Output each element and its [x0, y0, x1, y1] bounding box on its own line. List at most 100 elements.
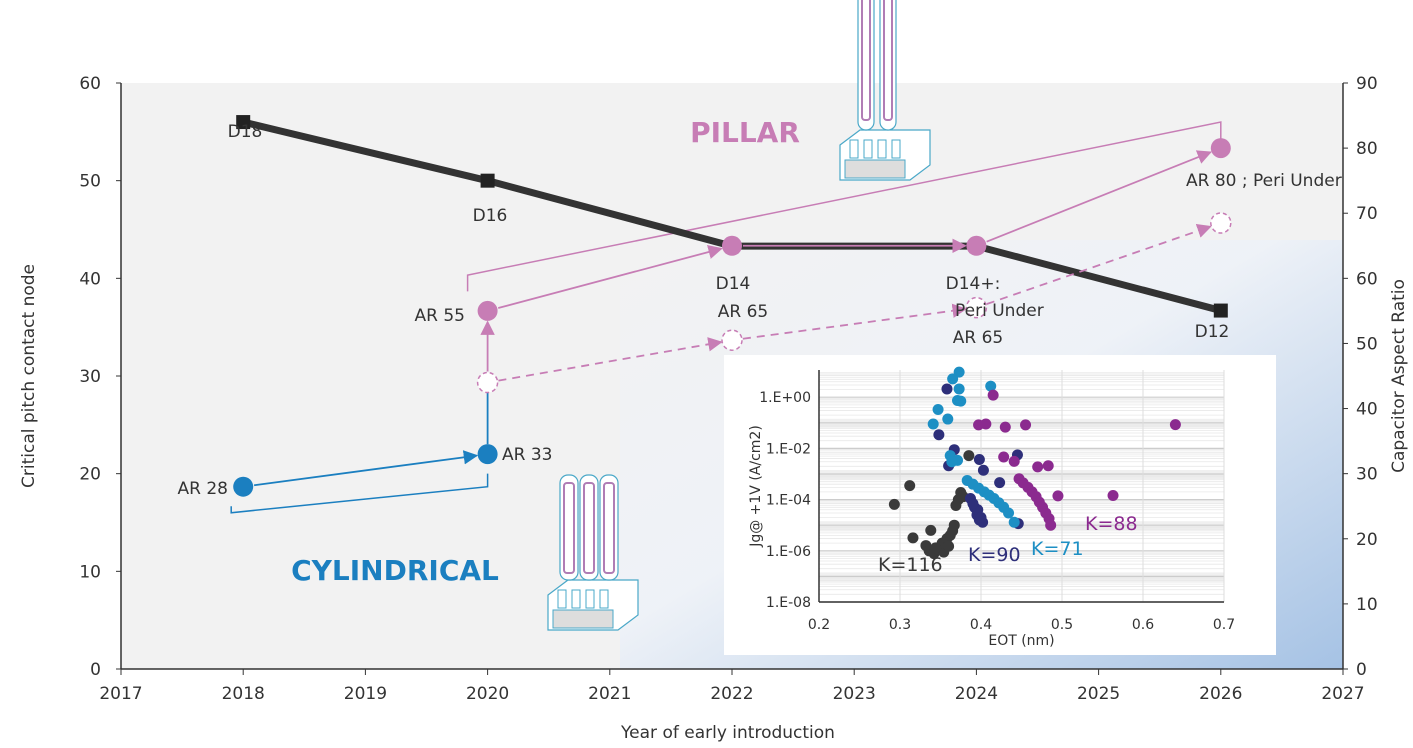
- y-tick-label-right: 90: [1356, 74, 1378, 94]
- inset-point: [953, 383, 965, 395]
- inset-x-tick-label: 0.5: [1051, 617, 1073, 633]
- x-tick-label: 2018: [222, 684, 265, 704]
- inset-x-tick-label: 0.2: [808, 617, 830, 633]
- cylindrical-capacitor-icon: [547, 474, 639, 631]
- inset-x-tick-label: 0.4: [970, 617, 992, 633]
- inset-point: [998, 451, 1010, 463]
- inset-point: [967, 498, 979, 510]
- inset-series-label: K=71: [1031, 538, 1084, 560]
- inset-series-label: K=88: [1085, 513, 1138, 535]
- inset-y-tick-label: 1.E-08: [766, 595, 811, 611]
- cylindrical-point: [233, 476, 254, 497]
- inset-point: [941, 383, 953, 395]
- inset-y-tick-label: 1.E-06: [766, 544, 811, 560]
- inset-point: [1042, 460, 1054, 472]
- ar-label: AR 80 ; Peri Under: [1186, 171, 1342, 191]
- inset-point: [927, 418, 939, 430]
- inset-y-tick-label: 1.E-04: [766, 493, 811, 509]
- y-tick-label-right: 60: [1356, 269, 1378, 289]
- inset-series-label: K=116: [878, 554, 943, 576]
- y-tick-label-right: 80: [1356, 139, 1378, 159]
- pillar-dashed-point: [1210, 212, 1232, 234]
- pitch-label: D14+:: [946, 274, 1001, 294]
- inset-point: [932, 404, 944, 416]
- inset-point: [955, 395, 967, 407]
- inset-point: [946, 456, 958, 468]
- pitch-point: [236, 115, 251, 130]
- y-axis-label-right: Capacitor Aspect Ratio: [1389, 279, 1409, 473]
- y-tick-label-right: 40: [1356, 400, 1378, 420]
- y-tick-label-right: 10: [1356, 595, 1378, 615]
- x-tick-label: 2025: [1077, 684, 1120, 704]
- inset-point: [947, 373, 959, 385]
- inset-point: [975, 511, 987, 523]
- pillar-capacitor-icon: [839, 0, 931, 181]
- y-tick-label-left: 30: [79, 367, 101, 387]
- inset-x-label: EOT (nm): [988, 633, 1054, 649]
- cylindrical-arrow: [253, 450, 479, 487]
- inset-point: [977, 464, 989, 476]
- x-tick-label: 2021: [588, 684, 631, 704]
- inset-point: [1032, 461, 1044, 473]
- inset-point: [999, 421, 1011, 433]
- inset-point: [1003, 507, 1015, 519]
- y-tick-label-left: 0: [90, 660, 101, 680]
- x-tick-label: 2020: [466, 684, 509, 704]
- inset-x-tick-label: 0.7: [1213, 617, 1235, 633]
- inset-point: [942, 413, 954, 425]
- inset-point: [933, 429, 945, 441]
- inset-y-label: Jg@ +1V (A/cm2): [748, 425, 764, 548]
- inset-point: [963, 450, 975, 462]
- pillar-arrow: [497, 244, 723, 309]
- inset-point: [987, 389, 999, 401]
- y-tick-label-left: 60: [79, 74, 101, 94]
- pitch-point: [1213, 303, 1228, 318]
- ar-label: AR 65: [953, 328, 1003, 348]
- inset-point: [1169, 419, 1181, 431]
- ar-label: AR 65: [718, 302, 768, 322]
- y-tick-label-right: 0: [1356, 660, 1367, 680]
- inset-point: [925, 524, 937, 536]
- cylindrical-bracket: [230, 473, 489, 514]
- x-tick-label: 2027: [1321, 684, 1364, 704]
- pillar-arrow: [986, 150, 1212, 243]
- y-tick-label-right: 20: [1356, 530, 1378, 550]
- pitch-label: D18: [228, 122, 263, 142]
- pillar-dashed-point: [721, 329, 743, 351]
- peri-under-label: Peri Under: [955, 301, 1044, 321]
- pitch-label: D12: [1195, 322, 1230, 342]
- y-tick-label-right: 70: [1356, 204, 1378, 224]
- inset-point: [985, 380, 997, 392]
- y-tick-label-left: 50: [79, 172, 101, 192]
- cylindrical-label: CYLINDRICAL: [291, 554, 499, 587]
- x-tick-label: 2026: [1199, 684, 1242, 704]
- pillar-point: [477, 300, 498, 321]
- ar-label-cylindrical: AR 28: [178, 479, 228, 499]
- pillar-point: [1210, 138, 1231, 159]
- pitch-label: D14: [716, 274, 751, 294]
- x-tick-label: 2019: [344, 684, 387, 704]
- pillar-point: [722, 235, 742, 256]
- pillar-bracket: [466, 121, 1222, 292]
- pillar-dashed-arrow: [986, 224, 1212, 305]
- inset-point: [930, 542, 942, 554]
- pillar-point: [966, 235, 987, 256]
- pitch-label: D16: [473, 206, 508, 226]
- x-tick-label: 2022: [710, 684, 753, 704]
- inset-x-tick-label: 0.3: [889, 617, 911, 633]
- x-tick-label: 2024: [955, 684, 998, 704]
- inset-point: [1107, 489, 1119, 501]
- inset-point: [904, 480, 916, 492]
- pillar-dashed-arrow: [498, 337, 723, 382]
- x-tick-label: 2023: [833, 684, 876, 704]
- inset-y-tick-label: 1.E+00: [759, 390, 811, 406]
- inset-point: [907, 532, 919, 544]
- ar-label-cylindrical: AR 33: [502, 445, 552, 465]
- inset-point: [1052, 490, 1064, 502]
- pillar-dashed-point: [965, 296, 988, 319]
- inset-point: [943, 540, 955, 552]
- inset-point: [1008, 455, 1020, 467]
- pillar-dashed-point: [476, 371, 499, 394]
- y-tick-label-left: 10: [79, 562, 101, 582]
